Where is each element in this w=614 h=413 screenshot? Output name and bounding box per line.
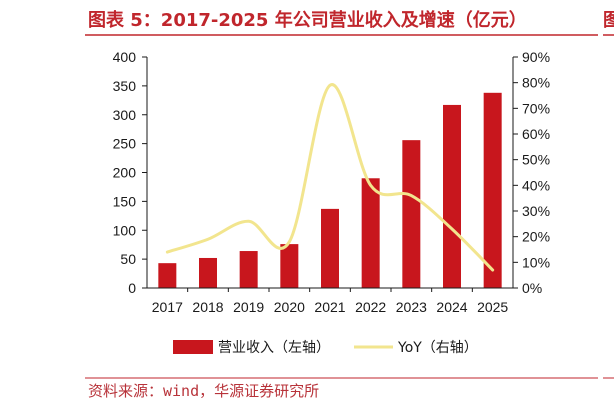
legend: 营业收入（左轴） YoY（右轴） bbox=[173, 340, 478, 356]
source-note: 资料来源：wind，华源证券研究所 bbox=[88, 382, 319, 400]
y-left-tick-label: 0 bbox=[128, 280, 136, 296]
y-left-tick-label: 250 bbox=[113, 136, 137, 152]
x-tick-label: 2020 bbox=[274, 299, 305, 315]
bar-2023 bbox=[402, 140, 421, 288]
x-tick-label: 2021 bbox=[314, 299, 345, 315]
x-tick-label: 2022 bbox=[355, 299, 386, 315]
figure-title: 图表 5：2017-2025 年公司营业收入及增速（亿元） bbox=[88, 9, 527, 31]
plot-area: 0 50 100 150 200 250 300 350 400 0% 10% 20% 30% 40% 50… bbox=[113, 49, 550, 315]
y-right-tick-label: 40% bbox=[522, 177, 550, 193]
x-tick-label: 2017 bbox=[152, 299, 183, 315]
y-left-tick-label: 50 bbox=[120, 251, 136, 267]
bar-2022 bbox=[361, 178, 380, 288]
x-tick-label: 2025 bbox=[477, 299, 508, 315]
bar-2018 bbox=[199, 257, 217, 288]
y-right-tick-label: 60% bbox=[522, 126, 550, 142]
y-left-tick-label: 200 bbox=[113, 165, 137, 181]
bar-2019 bbox=[239, 251, 258, 288]
bar-2021 bbox=[321, 208, 339, 288]
yoy-series-line bbox=[165, 83, 495, 272]
legend-label-yoy: YoY（右轴） bbox=[397, 340, 478, 356]
y-right-tick-label: 30% bbox=[522, 203, 550, 219]
y-right-tick-label: 80% bbox=[522, 75, 550, 91]
x-tick-label: 2024 bbox=[436, 299, 467, 315]
y-left-tick-label: 300 bbox=[113, 107, 137, 123]
x-tick-label: 2019 bbox=[233, 299, 264, 315]
y-left-tick-label: 350 bbox=[113, 78, 137, 94]
y-right-tick-label: 0% bbox=[522, 280, 542, 296]
x-tick-label: 2023 bbox=[396, 299, 427, 315]
y-right-tick-label: 90% bbox=[522, 49, 550, 65]
legend-swatch-revenue bbox=[173, 340, 213, 354]
y-right-tick-label: 10% bbox=[522, 254, 550, 270]
y-left-tick-label: 400 bbox=[113, 49, 137, 65]
x-tick-label: 2018 bbox=[192, 299, 223, 315]
y-left-tick-label: 150 bbox=[113, 193, 137, 209]
y-left-tick-label: 100 bbox=[113, 222, 137, 238]
legend-label-revenue: 营业收入（左轴） bbox=[218, 340, 330, 356]
y-right-tick-label: 20% bbox=[522, 229, 550, 245]
y-right-tick-label: 50% bbox=[522, 152, 550, 168]
bar-2024 bbox=[443, 104, 461, 289]
bar-2017 bbox=[158, 263, 177, 288]
bar-2020 bbox=[280, 244, 299, 288]
y-right-tick-label: 70% bbox=[522, 100, 550, 116]
bar-2025 bbox=[483, 92, 502, 289]
next-figure-title-fragment: 图 bbox=[603, 10, 614, 31]
